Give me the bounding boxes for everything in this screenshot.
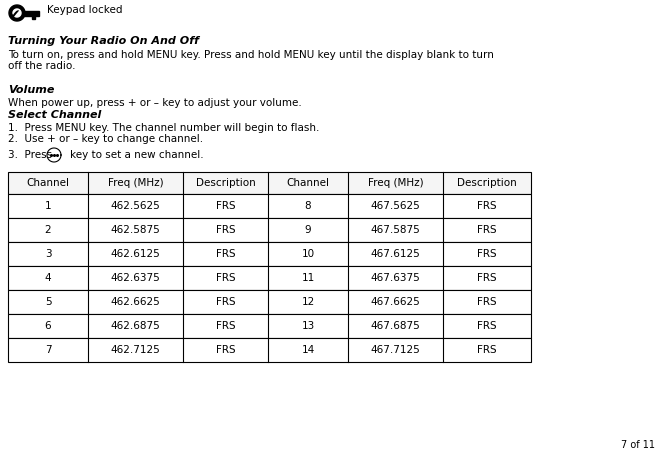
Text: 462.6375: 462.6375 <box>111 273 160 283</box>
Text: ✔: ✔ <box>8 8 20 22</box>
Text: FRS: FRS <box>215 297 235 307</box>
Text: 3.  Press: 3. Press <box>8 150 52 160</box>
Bar <box>8 314 531 338</box>
Text: FRS: FRS <box>477 225 497 235</box>
Text: Freq (MHz): Freq (MHz) <box>107 178 163 188</box>
Text: 467.6125: 467.6125 <box>371 249 420 259</box>
Bar <box>8 172 531 194</box>
Text: FRS: FRS <box>215 345 235 355</box>
Text: 1: 1 <box>44 201 51 211</box>
Bar <box>8 266 531 290</box>
Text: FRS: FRS <box>477 249 497 259</box>
Text: Description: Description <box>457 178 517 188</box>
Bar <box>8 242 531 266</box>
Bar <box>8 218 531 242</box>
Text: FRS: FRS <box>477 321 497 331</box>
Text: FRS: FRS <box>215 321 235 331</box>
Text: 467.6625: 467.6625 <box>371 297 420 307</box>
Text: 10: 10 <box>302 249 314 259</box>
Text: 2.  Use + or – key to change channel.: 2. Use + or – key to change channel. <box>8 134 203 144</box>
Text: 467.6375: 467.6375 <box>371 273 420 283</box>
Text: Channel: Channel <box>286 178 330 188</box>
Text: off the radio.: off the radio. <box>8 61 76 71</box>
Text: 13: 13 <box>302 321 315 331</box>
Text: 467.7125: 467.7125 <box>371 345 420 355</box>
Polygon shape <box>13 9 21 17</box>
Text: FRS: FRS <box>215 273 235 283</box>
Text: 467.5625: 467.5625 <box>371 201 420 211</box>
Text: 7: 7 <box>44 345 51 355</box>
Text: 2: 2 <box>44 225 51 235</box>
Text: 467.6875: 467.6875 <box>371 321 420 331</box>
Text: FRS: FRS <box>477 297 497 307</box>
Text: Volume: Volume <box>8 85 54 95</box>
Text: FRS: FRS <box>215 225 235 235</box>
Text: 12: 12 <box>302 297 315 307</box>
Text: When power up, press + or – key to adjust your volume.: When power up, press + or – key to adjus… <box>8 98 302 108</box>
Text: 462.6625: 462.6625 <box>111 297 160 307</box>
Polygon shape <box>23 11 39 19</box>
Text: 9: 9 <box>305 225 312 235</box>
Polygon shape <box>9 5 25 21</box>
Text: 462.6875: 462.6875 <box>111 321 160 331</box>
Text: 467.5875: 467.5875 <box>371 225 420 235</box>
Text: 462.5625: 462.5625 <box>111 201 160 211</box>
Text: 5: 5 <box>44 297 51 307</box>
Text: 8: 8 <box>305 201 312 211</box>
Text: FRS: FRS <box>477 201 497 211</box>
Text: 14: 14 <box>302 345 315 355</box>
Text: Select Channel: Select Channel <box>8 110 101 120</box>
Text: Freq (MHz): Freq (MHz) <box>368 178 423 188</box>
Text: 11: 11 <box>302 273 315 283</box>
Bar <box>8 290 531 314</box>
Text: 462.7125: 462.7125 <box>111 345 160 355</box>
Text: 4: 4 <box>44 273 51 283</box>
Text: FRS: FRS <box>215 201 235 211</box>
Text: FRS: FRS <box>215 249 235 259</box>
Text: 462.5875: 462.5875 <box>111 225 160 235</box>
Bar <box>8 338 531 362</box>
Text: FRS: FRS <box>477 345 497 355</box>
Text: 462.6125: 462.6125 <box>111 249 160 259</box>
Text: key to set a new channel.: key to set a new channel. <box>70 150 204 160</box>
Text: 6: 6 <box>44 321 51 331</box>
Text: Keypad locked: Keypad locked <box>47 5 123 15</box>
Text: To turn on, press and hold MENU key. Press and hold MENU key until the display b: To turn on, press and hold MENU key. Pre… <box>8 50 494 60</box>
Text: 7 of 11: 7 of 11 <box>621 440 655 450</box>
Text: FRS: FRS <box>477 273 497 283</box>
Text: Channel: Channel <box>27 178 70 188</box>
Text: Description: Description <box>196 178 255 188</box>
Text: Turning Your Radio On And Off: Turning Your Radio On And Off <box>8 36 199 46</box>
Text: 1.  Press MENU key. The channel number will begin to flash.: 1. Press MENU key. The channel number wi… <box>8 123 320 133</box>
Bar <box>8 194 531 218</box>
Text: 3: 3 <box>44 249 51 259</box>
